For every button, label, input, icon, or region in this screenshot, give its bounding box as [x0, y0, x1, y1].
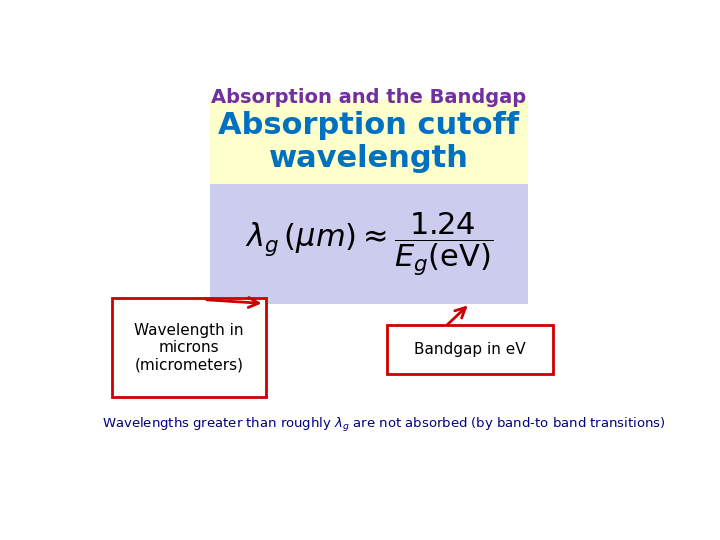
- Text: Wavelength in
microns
(micrometers): Wavelength in microns (micrometers): [134, 323, 243, 373]
- Text: Absorption cutoff
wavelength: Absorption cutoff wavelength: [218, 111, 520, 173]
- FancyBboxPatch shape: [210, 99, 528, 184]
- FancyBboxPatch shape: [210, 184, 528, 303]
- FancyBboxPatch shape: [112, 298, 266, 397]
- Text: $\lambda_g\,(\mu m) \approx \dfrac{1.24}{E_g(\mathrm{eV})}$: $\lambda_g\,(\mu m) \approx \dfrac{1.24}…: [245, 210, 493, 278]
- Text: Absorption and the Bandgap: Absorption and the Bandgap: [212, 88, 526, 107]
- FancyBboxPatch shape: [387, 325, 553, 374]
- Text: Bandgap in eV: Bandgap in eV: [414, 342, 526, 357]
- Text: Wavelengths greater than roughly $\lambda_g$ are not absorbed (by band-to band t: Wavelengths greater than roughly $\lambd…: [102, 416, 665, 434]
